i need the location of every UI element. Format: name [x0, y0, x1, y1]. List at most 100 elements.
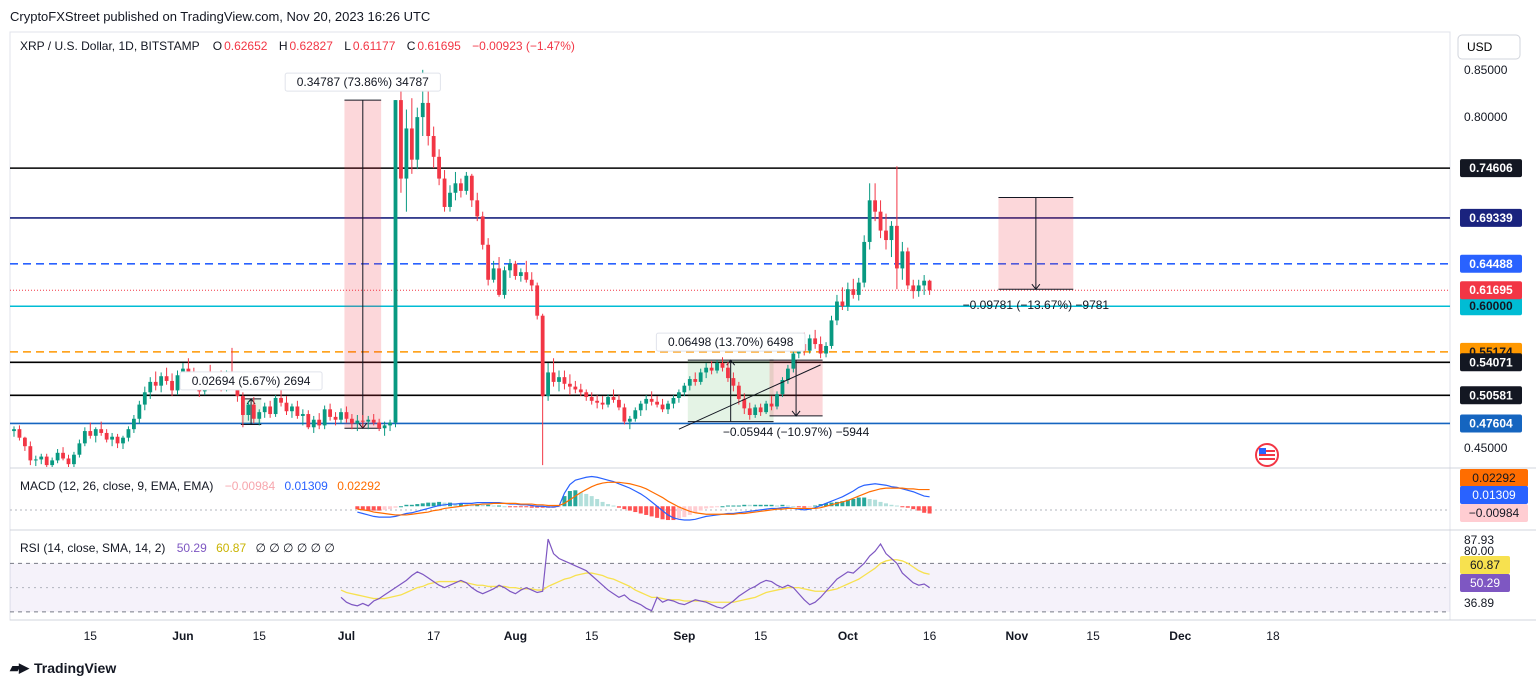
candle-body-67[interactable] — [377, 422, 382, 429]
candle-body-124[interactable] — [687, 379, 692, 386]
candle-body-23[interactable] — [137, 404, 142, 419]
candle-body-123[interactable] — [682, 385, 687, 393]
candle-body-46[interactable] — [262, 406, 267, 413]
candle-body-52[interactable] — [295, 406, 300, 416]
candle-body-4[interactable] — [33, 459, 38, 461]
candle-body-5[interactable] — [39, 456, 44, 460]
candle-body-16[interactable] — [99, 429, 104, 433]
trendline-sep[interactable] — [678, 364, 821, 430]
candle-body-117[interactable] — [649, 398, 654, 402]
candle-body-11[interactable] — [72, 454, 76, 465]
candle-body-27[interactable] — [159, 376, 164, 386]
candle-body-24[interactable] — [142, 392, 147, 405]
candle-body-59[interactable] — [333, 416, 338, 420]
candle-body-78[interactable] — [437, 156, 441, 179]
candle-body-165[interactable] — [911, 285, 916, 292]
candle-body-62[interactable] — [350, 418, 354, 424]
candle-body-45[interactable] — [257, 412, 262, 419]
candle-body-111[interactable] — [617, 399, 621, 408]
us-flag-icon[interactable] — [1255, 443, 1279, 467]
candle-body-107[interactable] — [595, 400, 600, 403]
candle-body-147[interactable] — [813, 338, 818, 345]
candle-body-70[interactable] — [393, 100, 398, 423]
candle-body-64[interactable] — [360, 420, 365, 422]
candle-body-43[interactable] — [246, 404, 251, 415]
candle-body-134[interactable] — [742, 398, 747, 409]
candle-body-162[interactable] — [895, 225, 899, 269]
candle-body-148[interactable] — [818, 344, 823, 354]
candle-body-120[interactable] — [666, 403, 670, 410]
currency-button[interactable] — [1457, 34, 1521, 60]
candle-body-161[interactable] — [889, 225, 894, 241]
candle-body-9[interactable] — [61, 452, 65, 459]
candle-body-30[interactable] — [175, 375, 180, 391]
candle-body-102[interactable] — [568, 383, 572, 387]
candle-body-10[interactable] — [66, 458, 71, 465]
candle-body-14[interactable] — [88, 431, 93, 436]
candle-body-87[interactable] — [486, 244, 491, 280]
candle-body-126[interactable] — [698, 372, 703, 382]
candle-body-15[interactable] — [93, 429, 98, 436]
candle-body-51[interactable] — [290, 406, 294, 412]
candle-body-131[interactable] — [726, 367, 730, 379]
candle-body-127[interactable] — [704, 367, 709, 373]
candle-body-72[interactable] — [404, 128, 409, 179]
candle-body-77[interactable] — [431, 136, 436, 157]
candle-body-76[interactable] — [426, 102, 431, 137]
candle-body-114[interactable] — [633, 410, 638, 419]
candle-body-2[interactable] — [23, 437, 27, 447]
candle-body-82[interactable] — [459, 183, 463, 191]
candle-body-1[interactable] — [17, 429, 22, 438]
candle-body-158[interactable] — [873, 200, 877, 212]
candle-body-110[interactable] — [611, 397, 616, 400]
candle-body-18[interactable] — [110, 436, 114, 440]
candle-body-103[interactable] — [573, 386, 578, 390]
candle-body-56[interactable] — [317, 419, 322, 426]
candle-body-80[interactable] — [448, 192, 452, 207]
candle-body-157[interactable] — [867, 200, 872, 242]
candle-body-25[interactable] — [148, 381, 153, 393]
candle-body-48[interactable] — [273, 397, 278, 415]
candle-body-156[interactable] — [862, 241, 867, 283]
candle-body-153[interactable] — [845, 289, 850, 307]
candle-body-94[interactable] — [524, 272, 529, 280]
candle-body-65[interactable] — [366, 419, 371, 422]
candle-body-13[interactable] — [82, 431, 87, 444]
candle-body-160[interactable] — [884, 230, 888, 241]
candle-body-166[interactable] — [916, 285, 921, 292]
candle-body-113[interactable] — [627, 418, 632, 422]
candle-body-68[interactable] — [382, 425, 387, 429]
candle-body-61[interactable] — [344, 412, 349, 419]
candle-body-96[interactable] — [535, 285, 540, 316]
candle-body-58[interactable] — [328, 409, 332, 417]
candle-body-29[interactable] — [170, 380, 174, 391]
candle-body-164[interactable] — [905, 251, 910, 286]
candle-body-53[interactable] — [300, 414, 305, 416]
candle-body-63[interactable] — [355, 420, 360, 424]
candle-body-141[interactable] — [780, 380, 785, 395]
candle-body-88[interactable] — [491, 268, 496, 280]
candle-body-91[interactable] — [508, 263, 512, 271]
candle-body-155[interactable] — [856, 282, 861, 295]
candle-body-7[interactable] — [50, 460, 55, 466]
candle-body-152[interactable] — [840, 301, 845, 307]
candle-body-106[interactable] — [589, 397, 594, 401]
candle-body-132[interactable] — [731, 378, 736, 386]
candle-body-17[interactable] — [104, 432, 109, 440]
candle-body-26[interactable] — [153, 381, 158, 386]
candle-body-71[interactable] — [399, 100, 403, 179]
candle-body-142[interactable] — [786, 368, 790, 380]
candle-body-60[interactable] — [339, 412, 343, 420]
candle-body-22[interactable] — [132, 418, 136, 430]
candle-body-99[interactable] — [551, 372, 556, 382]
candle-body-121[interactable] — [671, 397, 676, 404]
candle-body-98[interactable] — [546, 372, 550, 397]
candle-body-84[interactable] — [469, 175, 474, 201]
candle-body-97[interactable] — [540, 315, 545, 397]
candle-body-57[interactable] — [322, 409, 327, 426]
candle-body-104[interactable] — [578, 389, 583, 393]
candle-body-19[interactable] — [115, 436, 120, 444]
candle-body-73[interactable] — [409, 128, 414, 160]
candle-body-69[interactable] — [388, 422, 392, 426]
